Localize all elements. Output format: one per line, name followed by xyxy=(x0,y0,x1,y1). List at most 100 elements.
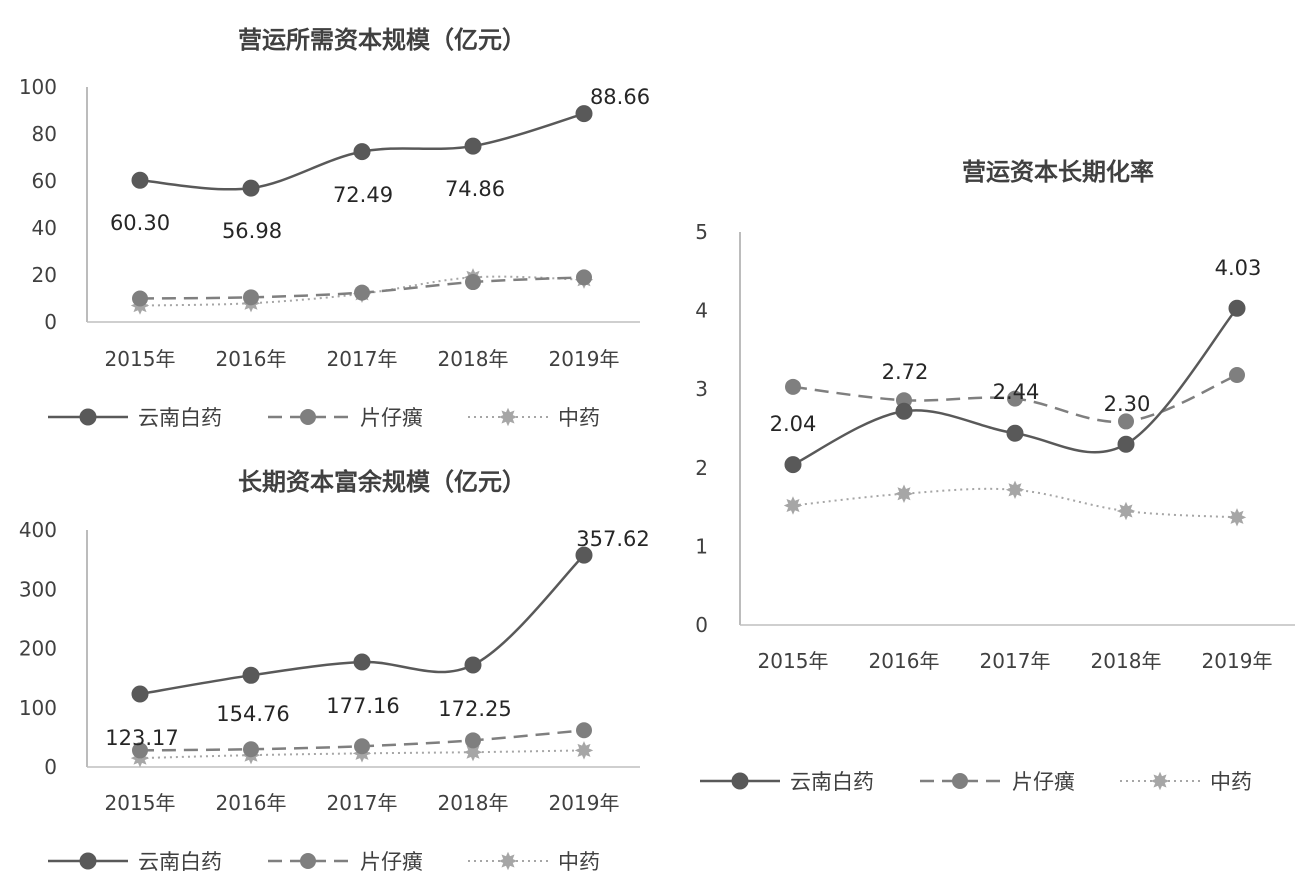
legend-marker xyxy=(1150,771,1170,791)
data-point xyxy=(131,171,149,189)
legend-marker xyxy=(952,773,968,789)
data-point xyxy=(1117,435,1135,453)
y-tick-label: 2 xyxy=(695,456,708,480)
y-tick-label: 100 xyxy=(19,75,57,99)
data-label: 2.72 xyxy=(882,360,929,384)
data-label: 2.30 xyxy=(1104,392,1151,416)
data-label: 123.17 xyxy=(105,726,178,750)
series-solid xyxy=(784,299,1246,474)
data-point xyxy=(1118,413,1134,430)
data-point xyxy=(243,741,259,758)
data-point xyxy=(354,738,370,755)
x-tick-label: 2016年 xyxy=(216,347,287,371)
data-point xyxy=(464,137,482,155)
chart-title: 营运资本长期化率 xyxy=(962,158,1154,186)
legend-label: 中药 xyxy=(1210,770,1252,794)
legend-item: 片仔癀 xyxy=(920,770,1075,794)
data-point xyxy=(575,105,593,123)
data-label: 4.03 xyxy=(1215,256,1262,280)
data-point xyxy=(785,378,801,395)
x-tick-label: 2016年 xyxy=(869,649,940,673)
data-point xyxy=(1005,480,1025,500)
legend-marker xyxy=(731,772,749,790)
legend-item: 中药 xyxy=(468,406,600,430)
data-point xyxy=(576,269,592,286)
y-tick-label: 3 xyxy=(695,377,708,401)
x-tick-label: 2018年 xyxy=(438,791,509,815)
y-tick-label: 40 xyxy=(32,216,57,240)
chart-1: 营运所需资本规模（亿元） 0 20 40 60 80 100 2015年 2016年 2017年 2… xyxy=(19,26,650,430)
legend-item: 中药 xyxy=(468,850,600,874)
legend-marker xyxy=(498,851,518,871)
legend-marker xyxy=(498,407,518,427)
data-point xyxy=(1006,424,1024,442)
series-solid xyxy=(131,546,593,703)
y-tick-label: 100 xyxy=(19,696,57,720)
data-point xyxy=(574,741,594,760)
legend-marker xyxy=(300,853,316,869)
legend-label: 中药 xyxy=(558,850,600,874)
data-label: 357.62 xyxy=(576,527,649,551)
data-point xyxy=(465,274,481,291)
x-tick-label: 2015年 xyxy=(758,649,829,673)
legend-label: 云南白药 xyxy=(138,850,222,874)
data-label: 60.30 xyxy=(110,211,170,235)
data-point xyxy=(895,402,913,420)
x-tick-label: 2018年 xyxy=(1091,649,1162,673)
legend-label: 片仔癀 xyxy=(1012,770,1075,794)
chart-3: 营运资本长期化率 0 1 2 3 4 5 2015年 2016年 2017年 2018年 2019年 2… xyxy=(695,158,1295,794)
legend-item: 中药 xyxy=(1120,770,1252,794)
data-point xyxy=(354,284,370,301)
data-point xyxy=(243,289,259,306)
data-point xyxy=(575,546,593,564)
legend-item: 片仔癀 xyxy=(268,850,423,874)
y-tick-label: 20 xyxy=(32,263,57,287)
legend-item: 云南白药 xyxy=(48,406,222,430)
data-point xyxy=(1227,508,1247,527)
legend-item: 云南白药 xyxy=(48,850,222,874)
legend-label: 中药 xyxy=(558,406,600,430)
legend-item: 云南白药 xyxy=(700,770,874,794)
y-tick-label: 1 xyxy=(695,534,708,558)
data-point xyxy=(132,742,148,759)
data-label: 177.16 xyxy=(326,694,399,718)
data-label: 88.66 xyxy=(590,85,650,109)
x-tick-label: 2018年 xyxy=(438,347,509,371)
data-point xyxy=(463,742,483,762)
data-label: 2.04 xyxy=(770,412,817,436)
data-point xyxy=(131,685,149,703)
legend-marker xyxy=(79,852,97,870)
data-point xyxy=(1116,501,1136,521)
data-point xyxy=(1229,367,1245,384)
y-tick-label: 80 xyxy=(32,122,57,146)
legend-label: 云南白药 xyxy=(790,770,874,794)
chart-title: 长期资本富余规模（亿元） xyxy=(238,468,526,496)
y-tick-label: 5 xyxy=(695,220,708,244)
data-label: 172.25 xyxy=(438,697,511,721)
y-tick-label: 400 xyxy=(19,518,57,542)
x-tick-label: 2019年 xyxy=(549,791,620,815)
data-point xyxy=(1007,390,1023,407)
y-tick-label: 4 xyxy=(695,299,708,323)
data-point xyxy=(783,496,803,515)
series-line xyxy=(139,554,585,696)
data-label: 72.49 xyxy=(333,183,393,207)
data-point xyxy=(353,653,371,671)
data-point xyxy=(353,143,371,161)
chart-2: 长期资本富余规模（亿元） 0 100 200 300 400 2015年 2016年 2017年… xyxy=(19,468,650,874)
legend-label: 片仔癀 xyxy=(360,406,423,430)
y-tick-label: 0 xyxy=(695,613,708,637)
x-tick-label: 2015年 xyxy=(105,347,176,371)
x-tick-label: 2017年 xyxy=(980,649,1051,673)
y-tick-label: 60 xyxy=(32,169,57,193)
data-point xyxy=(464,656,482,674)
x-tick-label: 2017年 xyxy=(327,347,398,371)
data-label: 74.86 xyxy=(445,177,505,201)
y-tick-label: 300 xyxy=(19,577,57,601)
data-label: 56.98 xyxy=(222,219,282,243)
series-dashed xyxy=(132,269,592,307)
series-dotted xyxy=(783,480,1247,527)
legend-item: 片仔癀 xyxy=(268,406,423,430)
